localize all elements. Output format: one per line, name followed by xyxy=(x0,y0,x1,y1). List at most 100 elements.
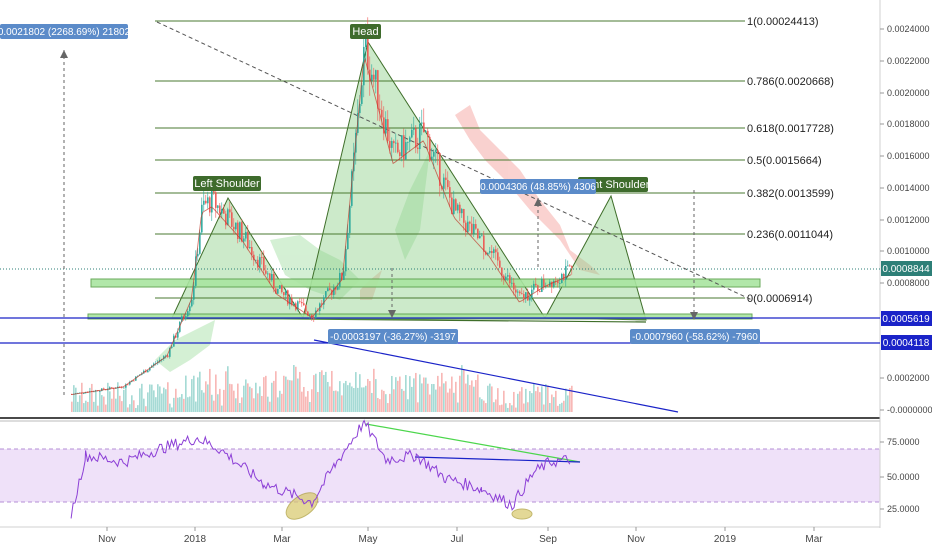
volume-bar xyxy=(229,383,231,412)
rsi-oversold-circle-1[interactable] xyxy=(282,487,323,524)
volume-bar xyxy=(205,381,207,412)
candle-body xyxy=(415,128,417,148)
candle-body xyxy=(457,204,459,211)
volume-bar xyxy=(367,378,369,412)
level-a-tag: 0.0005619 xyxy=(881,311,932,326)
candle-body xyxy=(567,265,569,267)
volume-bar xyxy=(427,383,429,412)
volume-bar xyxy=(413,378,415,412)
time-axis-tick-label: Mar xyxy=(273,534,291,545)
volume-bar xyxy=(407,399,409,412)
volume-bar xyxy=(293,365,295,412)
candle-body xyxy=(471,223,473,234)
candle-body xyxy=(145,370,147,373)
measure-label-drop2[interactable]: -0.0007960 (-58.62%) -7960 xyxy=(630,329,760,344)
candle-body xyxy=(455,199,457,211)
candle-body xyxy=(473,224,475,234)
measure-label-rise[interactable]: 0.0021802 (2268.69%) 21802 xyxy=(0,24,131,39)
volume-trendline[interactable] xyxy=(313,339,679,413)
volume-layer xyxy=(71,365,573,412)
volume-bar xyxy=(193,375,195,412)
label-left-shoulder[interactable]: Left Shoulder xyxy=(193,176,261,191)
candle-body xyxy=(181,316,183,322)
volume-bar xyxy=(89,387,91,412)
candle-body xyxy=(191,299,193,307)
volume-bar xyxy=(487,385,489,412)
measure-arrowheads xyxy=(60,50,698,320)
candle-body xyxy=(409,137,411,142)
volume-bar xyxy=(437,375,439,412)
measure-label-drop1-box xyxy=(328,329,458,344)
volume-bar xyxy=(223,389,225,412)
candle-body xyxy=(429,136,431,161)
candle-body xyxy=(445,177,447,180)
volume-bar xyxy=(199,371,201,412)
volume-bar xyxy=(121,401,123,412)
candle-body xyxy=(163,356,165,359)
label-head-box xyxy=(350,24,381,39)
volume-bar xyxy=(159,386,161,412)
volume-bar xyxy=(123,389,125,412)
volume-bar xyxy=(153,390,155,412)
candle-body xyxy=(539,290,541,292)
candle-body xyxy=(307,311,309,316)
volume-bar xyxy=(469,385,471,412)
descending-trendline[interactable] xyxy=(156,21,753,301)
volume-bar xyxy=(307,391,309,412)
volume-bar xyxy=(117,382,119,412)
candle-body xyxy=(285,290,287,296)
volume-bar xyxy=(523,403,525,412)
candle-body xyxy=(329,288,331,291)
rsi-divergence-line-green[interactable] xyxy=(365,423,581,463)
volume-bar xyxy=(115,398,117,412)
price-axis-tick-label: 0.0010000 xyxy=(887,246,930,256)
volume-bar xyxy=(241,397,243,412)
volume-bar xyxy=(97,405,99,412)
support-zone-upper[interactable] xyxy=(90,278,761,288)
candle-body xyxy=(349,205,351,233)
volume-bar xyxy=(571,385,573,412)
price-axis: 0.0024000 0.0022000 0.0020000 0.0018000 0.00… xyxy=(880,24,932,415)
price-pane[interactable] xyxy=(0,0,880,417)
candle-body xyxy=(261,257,263,258)
candle-body xyxy=(559,283,561,284)
volume-bar xyxy=(417,402,419,412)
time-axis-tick-label: Mar xyxy=(805,534,823,545)
volume-bar xyxy=(243,385,245,412)
volume-bar xyxy=(461,365,463,412)
candle-body xyxy=(231,212,233,227)
candle-body xyxy=(253,254,255,261)
candle-body xyxy=(327,288,329,292)
support-zone-lower[interactable] xyxy=(87,313,753,320)
measure-label-mid[interactable]: 0.0004306 (48.85%) 4306 xyxy=(480,179,596,194)
volume-bar xyxy=(203,392,205,412)
volume-bar xyxy=(217,394,219,412)
volume-bar xyxy=(485,403,487,412)
candle-body xyxy=(187,311,189,317)
volume-bar xyxy=(321,370,323,412)
volume-bar xyxy=(277,397,279,412)
label-head[interactable]: Head xyxy=(350,24,381,39)
volume-bar xyxy=(551,394,553,412)
volume-bar xyxy=(201,390,203,412)
fib-retracement[interactable]: 1(0.00024413) 0.786(0.0020668) 0.618(0.001… xyxy=(155,16,834,305)
volume-bar xyxy=(79,395,81,412)
measure-label-drop1[interactable]: -0.0003197 (-36.27%) -3197 xyxy=(328,329,458,344)
volume-bar xyxy=(179,397,181,412)
candle-body xyxy=(513,282,515,290)
candle-body xyxy=(215,192,217,208)
rsi-oversold-circle-2[interactable] xyxy=(511,508,533,520)
candle-body xyxy=(333,287,335,296)
volume-bar xyxy=(515,407,517,412)
volume-bar xyxy=(339,381,341,412)
volume-bar xyxy=(415,372,417,412)
volume-bar xyxy=(71,401,73,412)
volume-bar xyxy=(273,380,275,412)
candle-body xyxy=(397,142,399,153)
current-price-tag: 0.0008844 xyxy=(881,261,932,276)
volume-bar xyxy=(119,395,121,412)
rsi-divergence-line-blue[interactable] xyxy=(414,456,581,463)
volume-bar xyxy=(91,383,93,412)
candle-body xyxy=(475,224,477,229)
